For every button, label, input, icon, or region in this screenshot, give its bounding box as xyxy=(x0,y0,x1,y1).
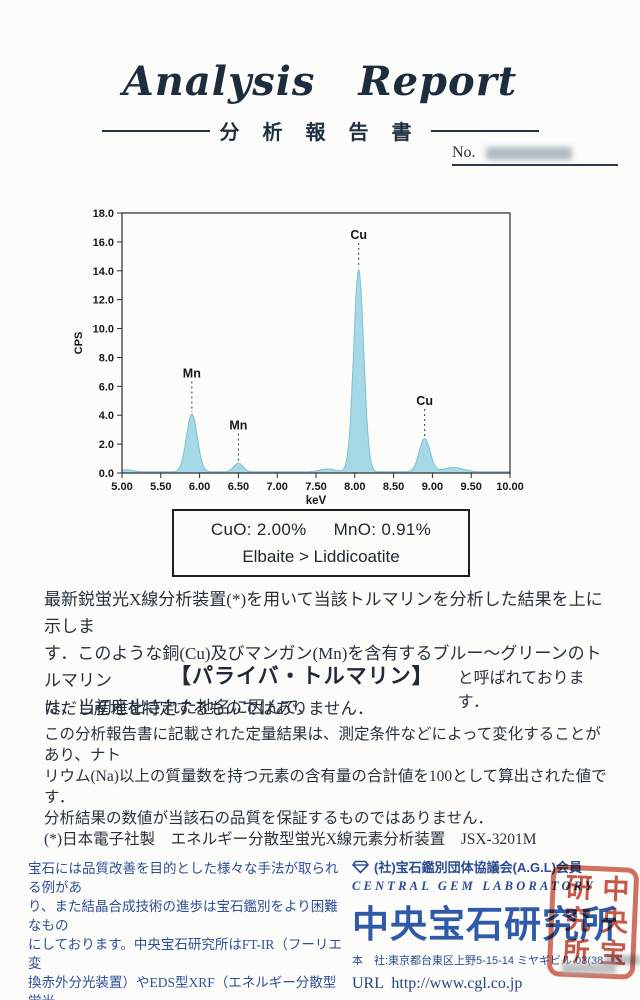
seal-smudge-redacted xyxy=(562,963,616,974)
plot-frame xyxy=(121,212,511,474)
y-tick-label: 2.0 xyxy=(99,439,114,451)
subtitle-rule-left xyxy=(101,129,210,132)
paragraph-line: す．このような銅(Cu)及びマンガン(Mn)を含有するブルー～グリーンのトルマリ… xyxy=(44,644,602,690)
lab-name-english: CENTRAL GEM LABORATORY xyxy=(352,879,596,893)
paragraph-analysis-intro: 最新鋭蛍光X線分析装置(*)を用いて当該トルマリンを分析した結果を上に示しま す… xyxy=(44,586,610,721)
report-number-redacted xyxy=(485,147,572,160)
agl-member-row: (社)宝石鑑別団体協議会(A.G.L)会員 xyxy=(352,857,640,876)
species-comparison: Elbaite > Liddicoatite xyxy=(242,547,400,566)
lab-address-text: 本 社:東京都台東区上野5-15-14 ミヤギビル 03(38 xyxy=(352,955,604,967)
y-tick-label: 6.0 xyxy=(99,381,114,393)
spectrum-svg: 0.0 2.0 4.0 6.0 8.0 10.0 12.0 14.0 16.0 18.0 5.00 5… xyxy=(73,208,524,507)
footer-line: り、また結晶合成技術の進歩は宝石鑑別をより困難なもの xyxy=(28,899,338,933)
footer-line: にしております。中央宝石研究所はFT-IR（フーリエ変 xyxy=(28,937,342,971)
lab-url: URL http://www.cgl.co.jp xyxy=(352,975,523,992)
x-tick-label: 7.00 xyxy=(266,481,287,493)
y-tick-label: 12.0 xyxy=(93,295,114,307)
peak-label-mn: Mn xyxy=(183,367,201,381)
oxide-values-row: CuO: 2.00% MnO: 0.91% xyxy=(174,520,468,540)
subtitle-row: 分 析 報 告 書 xyxy=(0,116,640,145)
results-box: CuO: 2.00% MnO: 0.91% Elbaite > Liddicoa… xyxy=(172,509,470,577)
report-number-label: No. xyxy=(452,144,476,161)
y-tick-label: 8.0 xyxy=(99,352,114,364)
footer-line: 換赤外分光装置）やEDS型XRF（エネルギー分散型蛍光 xyxy=(28,975,337,1000)
x-tick-label: 7.50 xyxy=(305,481,326,493)
spectrum-chart: 0.0 2.0 4.0 6.0 8.0 10.0 12.0 14.0 16.0 18.0 5.00 5… xyxy=(58,196,528,507)
paragraph-line: は、当初産出された地名に因んで、 xyxy=(44,698,315,717)
y-tick-label: 4.0 xyxy=(99,410,114,422)
x-tick-label: 10.00 xyxy=(496,481,524,493)
footer-lab-identity: (社)宝石鑑別団体協議会(A.G.L)会員 CENTRAL GEM LABORA… xyxy=(352,857,640,993)
y-tick-label: 0.0 xyxy=(99,468,114,480)
x-tick-label: 8.50 xyxy=(383,481,404,493)
y-tick-label: 18.0 xyxy=(93,208,114,220)
origin-disclaimer: ただし産地を特定するものではありません． xyxy=(44,699,374,718)
x-tick-label: 9.50 xyxy=(460,481,481,493)
mno-value: MnO: 0.91% xyxy=(333,520,432,539)
x-tick-label: 6.00 xyxy=(189,481,210,493)
footer-line: 宝石には品質改善を目的とした様々な手法が取られる例があ xyxy=(28,861,339,895)
called-text: と呼ばれております． xyxy=(457,670,585,711)
paragraph-measurement-notes: この分析報告書に記載された定量結果は、測定条件などによって変化することがあり、ナ… xyxy=(44,724,616,850)
y-tick-label: 14.0 xyxy=(93,266,114,278)
gem-icon xyxy=(352,860,369,874)
paraiba-tourmaline-name: 【パライバ・トルマリン】 xyxy=(170,664,434,688)
x-axis-label: keV xyxy=(306,495,327,506)
page-title: Analysis Report xyxy=(122,58,518,105)
seal-characters: 中央宝 研究所 xyxy=(557,872,630,972)
footer-lab-description: 宝石には品質改善を目的とした様々な手法が取られる例があ り、また結晶合成技術の進… xyxy=(28,859,348,1000)
x-tick-label: 5.00 xyxy=(111,481,132,493)
paragraph-line: この分析報告書に記載された定量結果は、測定条件などによって変化することがあり、ナ… xyxy=(44,726,601,764)
agl-member-label: (社)宝石鑑別団体協議会(A.G.L)会員 xyxy=(374,860,582,875)
paragraph-line: 最新鋭蛍光X線分析装置(*)を用いて当該トルマリンを分析した結果を上に示しま xyxy=(44,590,603,636)
subtitle: 分 析 報 告 書 xyxy=(219,122,421,144)
peak-label-mn: Mn xyxy=(229,419,247,433)
y-axis-label: CPS xyxy=(73,332,85,355)
paragraph-line: リウム(Na)以上の質量数を持つ元素の含有量の合計値を100として算出された値で… xyxy=(44,768,607,806)
paragraph-line: 分析結果の数値が当該石の品質を保証するものではありません． xyxy=(44,810,494,827)
report-number: No. xyxy=(452,144,618,166)
lab-address: 本 社:東京都台東区上野5-15-14 ミヤギビル 03(38 xyxy=(352,952,640,968)
phone-redacted xyxy=(605,955,640,965)
x-tick-label: 6.50 xyxy=(228,481,249,493)
spectrum-curve xyxy=(121,268,511,474)
peak-label-cu: Cu xyxy=(416,394,433,408)
y-tick-label: 16.0 xyxy=(93,237,114,249)
x-tick-label: 5.50 xyxy=(150,481,171,493)
subtitle-rule-right xyxy=(430,129,539,132)
cuo-value: CuO: 2.00% xyxy=(210,520,307,539)
y-tick-label: 10.0 xyxy=(93,324,114,336)
paragraph-line: (*)日本電子社製 エネルギー分散型蛍光X線元素分析装置 JSX-3201M xyxy=(44,831,537,848)
paraiba-name-row: 【パライバ・トルマリン】 と呼ばれております． xyxy=(44,660,610,712)
x-tick-label: 9.00 xyxy=(422,481,443,493)
peak-label-cu: Cu xyxy=(350,228,367,242)
x-tick-label: 8.00 xyxy=(344,481,365,493)
lab-name-japanese: 中央宝石研究所 xyxy=(352,904,618,945)
